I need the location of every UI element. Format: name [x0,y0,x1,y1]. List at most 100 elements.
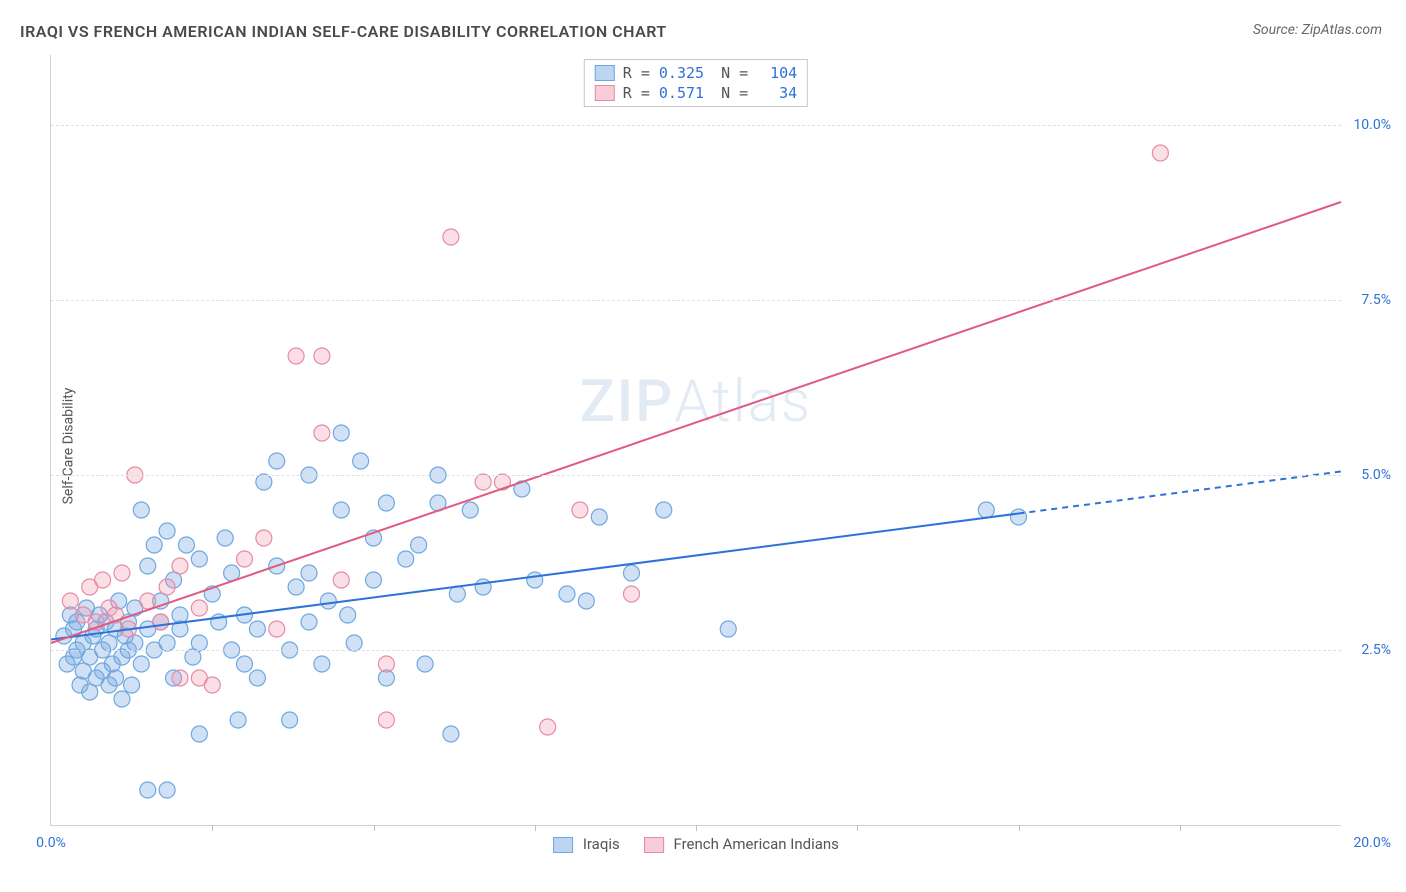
data-point [114,565,130,581]
data-point [95,572,111,588]
data-point [378,712,394,728]
trend-line [51,202,1341,643]
x-tick-max: 20.0% [1346,835,1391,851]
gridline-h [51,475,1341,476]
data-point [114,691,130,707]
data-point [237,656,253,672]
data-point [559,586,575,602]
legend-stats-row-1: R = 0.325 N = 104 [595,64,797,82]
data-point [475,579,491,595]
legend-swatch-icon [644,837,664,853]
data-point [191,600,207,616]
data-point [269,621,285,637]
trend-line-extrapolated [1019,472,1342,514]
data-point [462,502,478,518]
data-point [159,579,175,595]
legend-swatch-icon [595,65,615,81]
data-point [140,558,156,574]
data-point [140,782,156,798]
data-point [314,348,330,364]
data-point [333,572,349,588]
data-point [301,565,317,581]
gridline-h [51,300,1341,301]
y-tick-label: 2.5% [1346,642,1391,658]
data-point [256,530,272,546]
data-point [411,537,427,553]
legend-label-1: Iraqis [583,835,620,853]
r-value-2: 0.571 [659,84,704,102]
data-point [133,502,149,518]
data-point [288,579,304,595]
data-point [320,593,336,609]
data-point [449,586,465,602]
source-label: Source: ZipAtlas.com [1253,22,1382,38]
data-point [572,502,588,518]
y-tick-label: 10.0% [1346,117,1391,133]
data-point [62,593,78,609]
data-point [172,558,188,574]
data-point [237,551,253,567]
data-point [159,635,175,651]
legend-stats-row-2: R = 0.571 N = 34 [595,84,797,102]
legend-series: Iraqis French American Indians [553,835,839,853]
data-point [249,621,265,637]
plot-area: ZIPAtlas R = 0.325 N = 104 R = 0.571 N =… [50,55,1341,826]
data-point [591,509,607,525]
data-point [378,495,394,511]
data-point [1152,145,1168,161]
x-tick-mark [535,825,536,831]
data-point [282,712,298,728]
n-value-1: 104 [757,64,797,82]
data-point [378,656,394,672]
data-point [443,229,459,245]
data-point [191,635,207,651]
x-tick-mark [1180,825,1181,831]
legend-swatch-icon [553,837,573,853]
y-tick-label: 5.0% [1346,467,1391,483]
x-tick-mark [374,825,375,831]
data-point [417,656,433,672]
data-point [172,607,188,623]
data-point [288,348,304,364]
legend-item-1: Iraqis [553,835,620,853]
data-point [624,565,640,581]
data-point [178,537,194,553]
data-point [191,726,207,742]
data-point [333,502,349,518]
legend-stats: R = 0.325 N = 104 R = 0.571 N = 34 [584,59,808,107]
data-point [314,656,330,672]
data-point [978,502,994,518]
legend-label-2: French American Indians [674,835,839,853]
data-point [108,670,124,686]
r-value-1: 0.325 [659,64,704,82]
data-point [191,551,207,567]
data-point [269,453,285,469]
x-tick-min: 0.0% [36,835,66,851]
legend-swatch-icon [595,85,615,101]
data-point [159,782,175,798]
data-point [217,530,233,546]
data-point [133,656,149,672]
data-point [146,537,162,553]
gridline-h [51,125,1341,126]
data-point [540,719,556,735]
data-point [346,635,362,651]
data-point [340,607,356,623]
data-point [398,551,414,567]
data-point [230,712,246,728]
data-point [624,586,640,602]
x-tick-mark [857,825,858,831]
data-point [204,677,220,693]
data-point [256,474,272,490]
chart-title: IRAQI VS FRENCH AMERICAN INDIAN SELF-CAR… [20,22,667,41]
data-point [720,621,736,637]
data-point [301,614,317,630]
gridline-h [51,650,1341,651]
data-point [249,670,265,686]
data-point [172,670,188,686]
data-point [333,425,349,441]
data-point [1011,509,1027,525]
data-point [124,677,140,693]
data-point [366,572,382,588]
data-point [475,474,491,490]
